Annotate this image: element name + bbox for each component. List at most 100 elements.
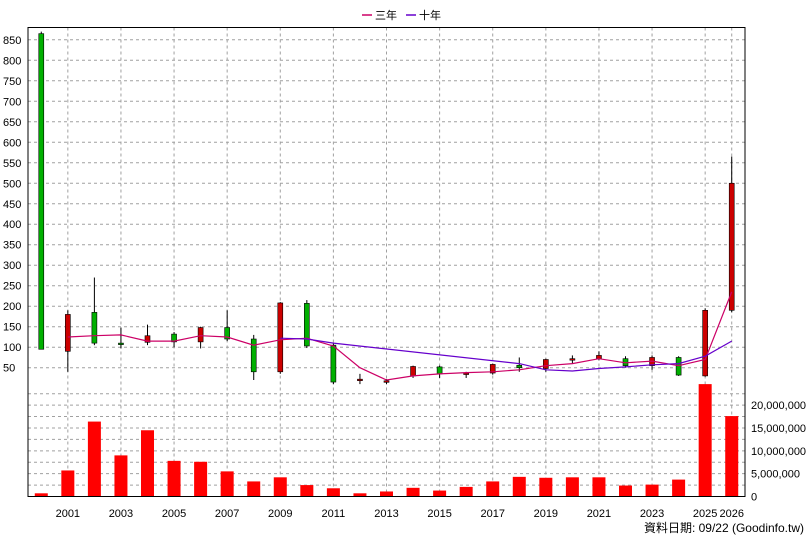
candle-body: [569, 358, 576, 361]
x-tick-label: 2009: [268, 508, 292, 520]
candle-body: [383, 380, 390, 383]
x-tick-label: 2005: [162, 508, 186, 520]
volume-bar: [592, 477, 606, 497]
volume-bar: [141, 430, 154, 497]
candle-body: [304, 303, 310, 347]
candle-body: [171, 333, 177, 343]
x-tick-label: 2001: [56, 508, 80, 520]
x-tick-label: 2017: [480, 508, 504, 520]
moving-averages: [67, 291, 733, 381]
candle-body: [91, 312, 98, 344]
volume-bar: [61, 470, 75, 497]
candle: [91, 277, 98, 346]
candle: [224, 310, 230, 342]
volume-bar: [486, 481, 500, 497]
volume-bar: [512, 476, 526, 497]
x-tick-label: 2013: [374, 508, 398, 520]
volume-y-tick-label: 20,000,000: [751, 400, 806, 412]
candle: [357, 373, 363, 385]
volume-bar: [698, 384, 712, 497]
candle-body: [277, 302, 284, 373]
price-y-tick-label: 150: [3, 322, 21, 334]
price-y-tick-label: 500: [3, 178, 21, 190]
price-y-tick-label: 350: [3, 240, 21, 252]
candle-body: [410, 366, 416, 377]
candle-body: [118, 342, 124, 345]
volume-bar: [273, 477, 287, 497]
price-y-tick-label: 200: [3, 301, 21, 313]
candle: [728, 156, 735, 313]
volume-bar: [459, 486, 473, 497]
volume-y-tick-label: 5,000,000: [751, 469, 800, 481]
volume-y-tick-label: 0: [751, 492, 757, 504]
candle: [65, 310, 71, 372]
candle: [489, 363, 496, 375]
candle-body: [436, 366, 443, 375]
volume-bar: [353, 493, 367, 497]
candle-body: [357, 378, 363, 381]
volume-bar: [247, 481, 261, 497]
candle: [304, 300, 310, 349]
volume-bar: [539, 477, 553, 497]
candle: [118, 327, 124, 349]
candle-body: [702, 310, 708, 377]
volume-panel: [34, 384, 739, 497]
volume-bar: [672, 479, 686, 497]
volume-bar: [194, 461, 208, 497]
candle: [38, 31, 45, 350]
legend: 三年 十年: [362, 8, 441, 22]
price-y-tick-label: 400: [3, 219, 21, 231]
x-tick-label: 2007: [215, 508, 239, 520]
candle-body: [516, 364, 523, 369]
candle-body: [330, 344, 337, 383]
price-y-tick-label: 700: [3, 96, 21, 108]
x-tick-label: 2011: [322, 508, 346, 520]
x-tick-label: 2015: [427, 508, 451, 520]
volume-bar: [220, 471, 234, 497]
price-y-tick-label: 750: [3, 76, 21, 88]
price-panel: [38, 31, 735, 385]
volume-bar: [433, 490, 447, 497]
price-y-tick-label: 600: [3, 137, 21, 149]
volume-bar: [565, 477, 579, 497]
plot-frame: [27, 27, 746, 497]
candle: [436, 365, 443, 378]
volume-bar: [380, 491, 393, 497]
volume-bar: [326, 488, 340, 497]
candle: [197, 326, 204, 349]
price-y-tick-label: 550: [3, 158, 21, 170]
x-tick-label: 2003: [109, 508, 133, 520]
candle-body: [543, 359, 549, 369]
volume-y-tick-label: 10,000,000: [751, 446, 806, 458]
candle-body: [144, 335, 151, 343]
x-tick-label: 2025: [693, 508, 717, 520]
candle: [569, 355, 576, 364]
x-tick-label: 2023: [640, 508, 664, 520]
series-line: [67, 291, 733, 381]
candle-body: [224, 327, 230, 340]
candle-body: [38, 33, 45, 350]
volume-y-tick-label: 15,000,000: [751, 423, 806, 435]
volume-bar: [619, 485, 632, 497]
candle: [702, 308, 708, 377]
candle-body: [489, 364, 496, 374]
candle-body: [197, 327, 204, 343]
volume-bar: [645, 484, 659, 497]
grid: [28, 27, 745, 497]
price-y-tick-label: 300: [3, 260, 21, 272]
volume-bar: [87, 421, 101, 497]
price-y-tick-label: 100: [3, 342, 21, 354]
legend-label-10yr: 十年: [419, 8, 441, 22]
candle: [277, 302, 284, 374]
volume-bar: [167, 460, 181, 497]
volume-bar: [406, 487, 420, 497]
x-tick-label: 2021: [587, 508, 611, 520]
candle: [171, 332, 177, 348]
volume-bar: [300, 485, 314, 497]
volume-bar: [34, 493, 48, 497]
price-y-tick-label: 800: [3, 55, 21, 67]
candle: [144, 324, 151, 346]
source-footer: 資料日期: 09/22 (Goodinfo.tw): [644, 521, 804, 535]
